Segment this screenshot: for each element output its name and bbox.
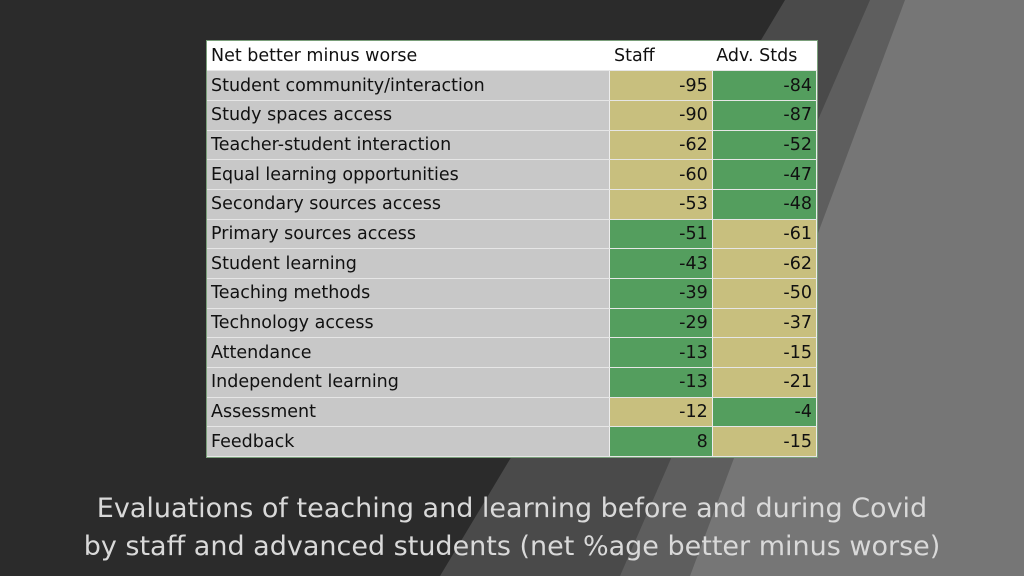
- adv-stds-value-cell: -47: [712, 159, 818, 190]
- staff-value-cell: 8: [609, 426, 713, 458]
- row-label: Secondary sources access: [207, 189, 611, 220]
- caption-line-1: Evaluations of teaching and learning bef…: [96, 493, 928, 524]
- adv-stds-value-cell: -15: [712, 426, 818, 458]
- row-label: Technology access: [207, 308, 611, 339]
- table-row: Secondary sources access -53 -48: [207, 189, 818, 220]
- table-row: Teacher-student interaction -62 -52: [207, 130, 818, 161]
- staff-value-cell: -51: [609, 219, 713, 250]
- staff-value-cell: -90: [609, 100, 713, 131]
- row-label: Study spaces access: [207, 100, 611, 131]
- row-label: Feedback: [207, 426, 611, 458]
- adv-stds-value-cell: -37: [712, 308, 818, 339]
- staff-value-cell: -13: [609, 367, 713, 398]
- table-row: Student community/interaction -95 -84: [207, 70, 818, 101]
- table-header-row: Net better minus worse Staff Adv. Stds: [207, 41, 817, 72]
- staff-value-cell: -12: [609, 397, 713, 428]
- staff-value-cell: -39: [609, 278, 713, 309]
- row-label: Student community/interaction: [207, 70, 611, 101]
- adv-stds-value-cell: -84: [712, 70, 818, 101]
- staff-value-cell: -53: [609, 189, 713, 220]
- adv-stds-value-cell: -50: [712, 278, 818, 309]
- table-row: Independent learning -13 -21: [207, 367, 818, 398]
- row-label: Teacher-student interaction: [207, 130, 611, 161]
- row-label: Primary sources access: [207, 219, 611, 250]
- staff-value-cell: -13: [609, 337, 713, 369]
- adv-stds-value-cell: -48: [712, 189, 818, 220]
- data-table: Net better minus worse Staff Adv. Stds S…: [207, 41, 818, 458]
- row-label: Student learning: [207, 248, 611, 279]
- table-row: Equal learning opportunities -60 -47: [207, 159, 818, 190]
- adv-stds-value-cell: -15: [712, 337, 818, 369]
- row-label: Teaching methods: [207, 278, 611, 309]
- staff-value-cell: -95: [609, 70, 713, 101]
- adv-stds-value-cell: -21: [712, 367, 818, 398]
- staff-value-cell: -60: [609, 159, 713, 190]
- adv-stds-value-cell: -52: [712, 130, 818, 161]
- adv-stds-value-cell: -61: [712, 219, 818, 250]
- table-body: Student community/interaction -95 -84 Study…: [207, 70, 818, 458]
- adv-stds-value-cell: -4: [712, 397, 818, 428]
- table-row: Primary sources access -51 -61: [207, 219, 818, 250]
- row-label: Independent learning: [207, 367, 611, 398]
- staff-value-cell: -62: [609, 130, 713, 161]
- data-table-container: Net better minus worse Staff Adv. Stds S…: [206, 40, 818, 459]
- header-label: Net better minus worse: [207, 41, 610, 72]
- slide-caption: Evaluations of teaching and learning bef…: [0, 490, 1024, 566]
- caption-line-2: by staff and advanced students (net %age…: [83, 531, 941, 562]
- table-row: Study spaces access -90 -87: [207, 100, 818, 131]
- table-row: Student learning -43 -62: [207, 248, 818, 279]
- staff-value-cell: -43: [609, 248, 713, 279]
- table-row: Assessment -12 -4: [207, 397, 818, 428]
- table-row: Feedback 8 -15: [207, 426, 818, 458]
- staff-value-cell: -29: [609, 308, 713, 339]
- table-row: Technology access -29 -37: [207, 308, 818, 339]
- header-adv-stds: Adv. Stds: [712, 41, 817, 72]
- row-label: Equal learning opportunities: [207, 159, 611, 190]
- adv-stds-value-cell: -87: [712, 100, 818, 131]
- table-row: Teaching methods -39 -50: [207, 278, 818, 309]
- adv-stds-value-cell: -62: [712, 248, 818, 279]
- row-label: Assessment: [207, 397, 611, 428]
- row-label: Attendance: [207, 337, 611, 369]
- header-staff: Staff: [609, 41, 713, 72]
- table-row: Attendance -13 -15: [207, 337, 818, 369]
